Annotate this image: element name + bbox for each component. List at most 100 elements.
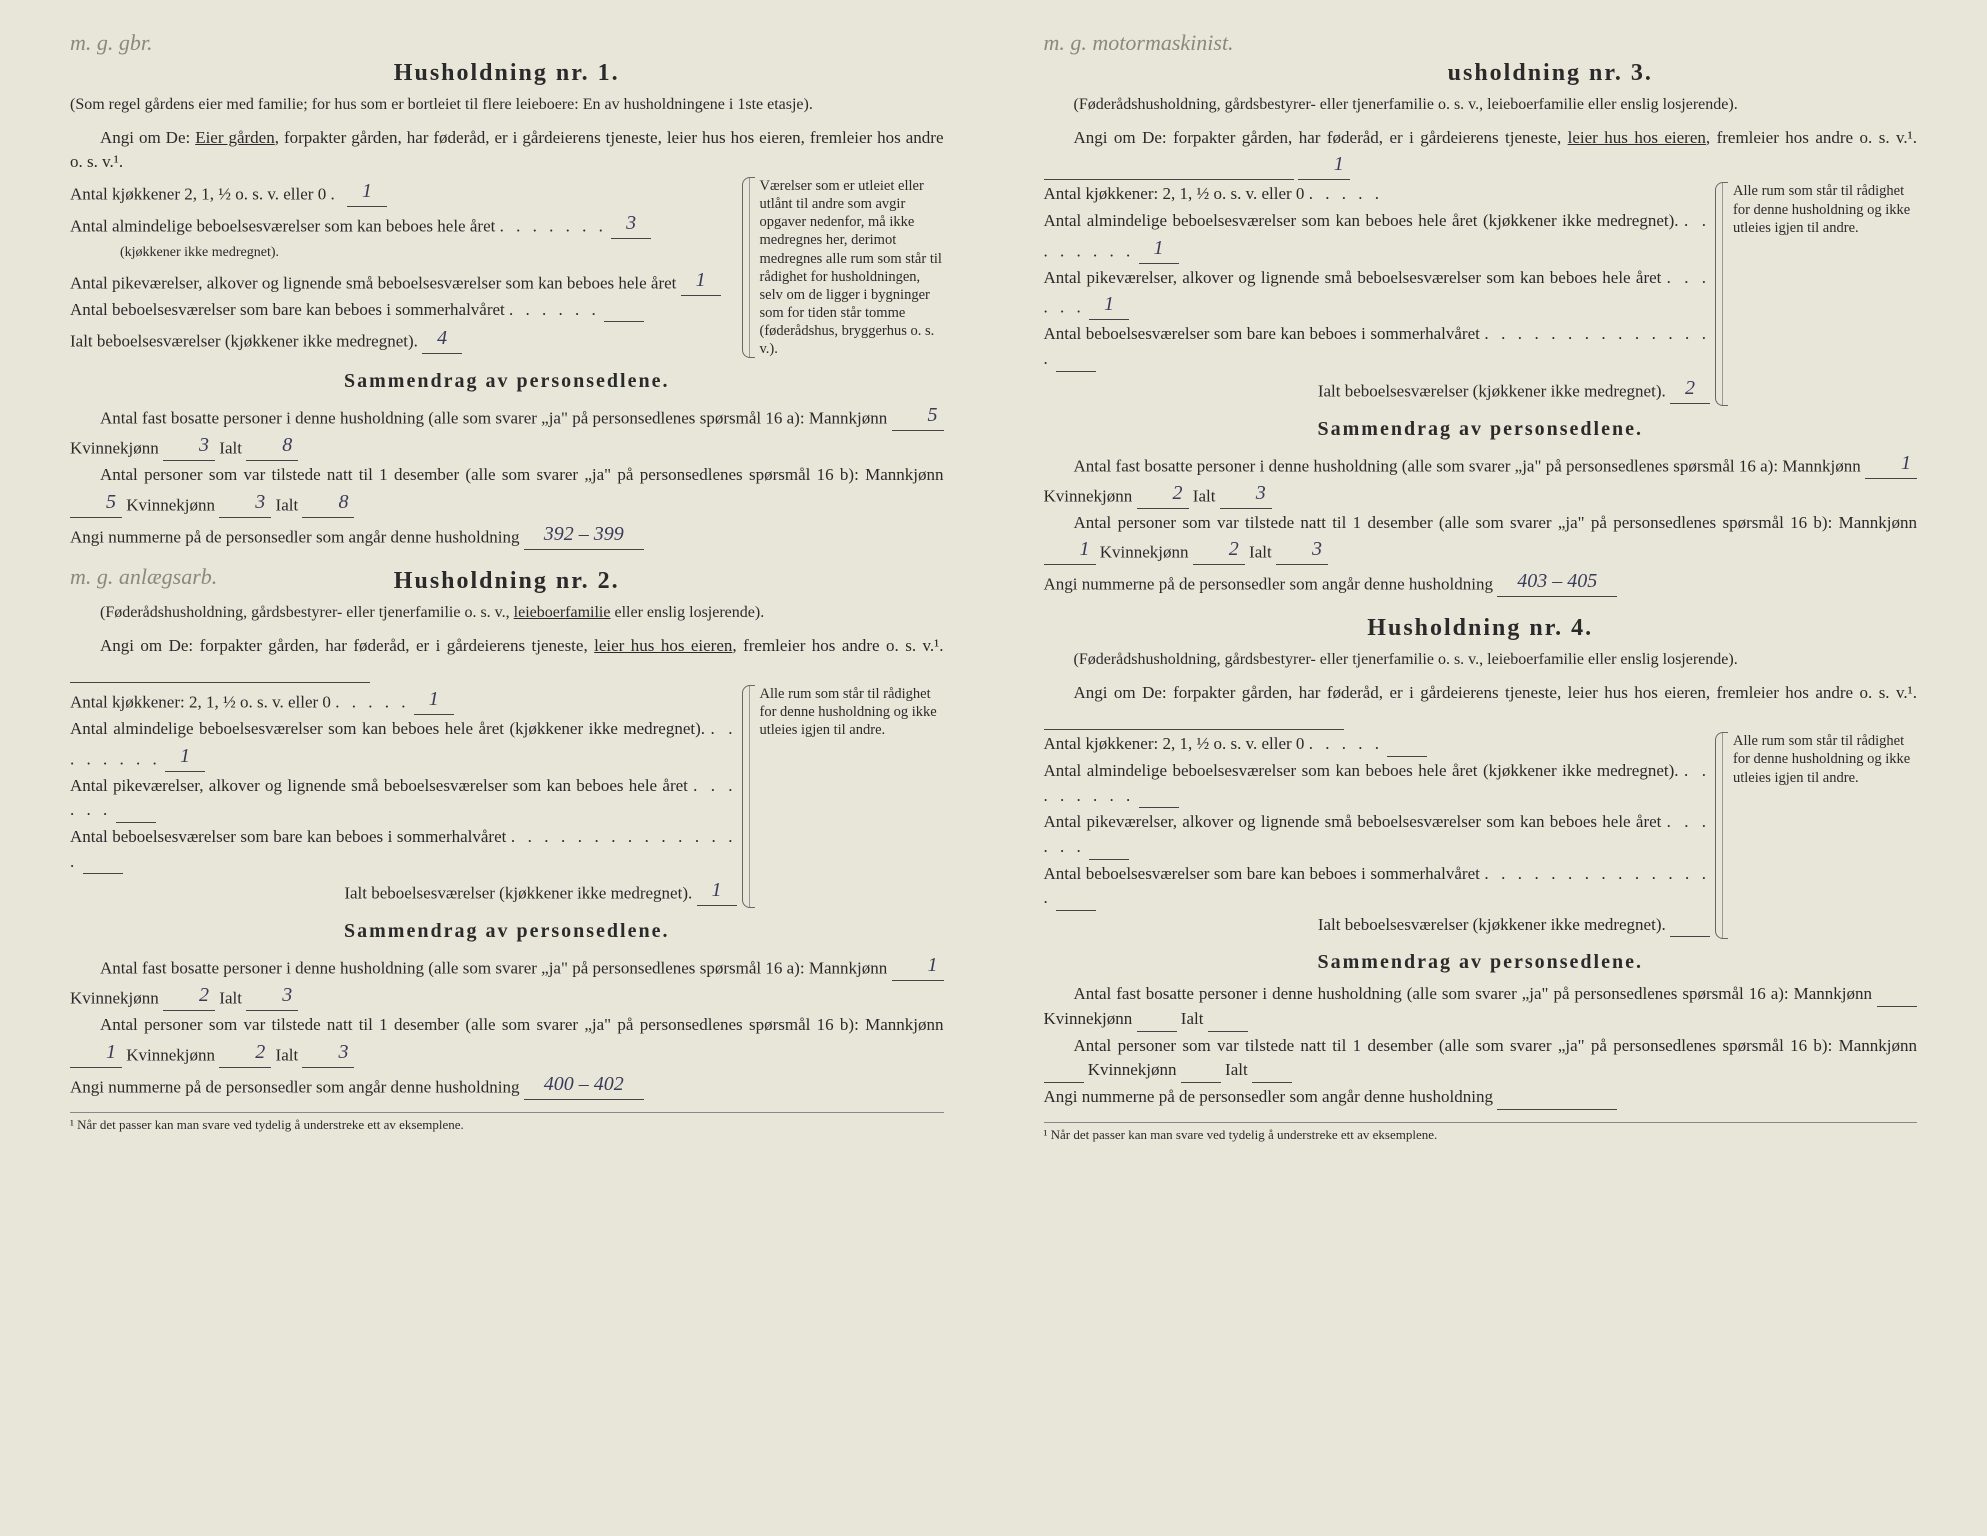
h1-ialt-val: 4	[422, 324, 462, 354]
h1-ialt-label: Ialt beboelsesværelser (kjøkkener ikke m…	[70, 332, 418, 351]
h1-s16b-m: 5	[70, 488, 122, 518]
h2-kv2: Kvinnekjønn	[126, 1045, 215, 1064]
h4-title: Husholdning nr. 4.	[1044, 615, 1918, 642]
h1-title: Husholdning nr. 1.	[70, 60, 944, 87]
h3-kjok-label: Antal kjøkkener: 2, 1, ½ o. s. v. eller …	[1044, 184, 1305, 203]
h3-s16a-i: 3	[1220, 479, 1272, 509]
household-4: Husholdning nr. 4. (Føderådshusholdning,…	[1044, 615, 1918, 1142]
h3-left-col: Antal kjøkkener: 2, 1, ½ o. s. v. eller …	[1044, 182, 1711, 405]
h3-ia1: Ialt	[1193, 486, 1216, 505]
h4-s16a-i	[1208, 1031, 1248, 1032]
h4-pike-val	[1089, 859, 1129, 860]
h3-pike-label: Antal pikeværelser, alkover og lignende …	[1044, 268, 1662, 287]
h2-ia1: Ialt	[219, 989, 242, 1008]
h4-sidenote: Alle rum som står til rådighet for denne…	[1722, 732, 1917, 939]
h4-pike-label: Antal pikeværelser, alkover og lignende …	[1044, 812, 1662, 831]
h4-kv2: Kvinnekjønn	[1088, 1060, 1177, 1079]
h4-ialt-val	[1670, 936, 1710, 937]
h4-kjok-val	[1387, 756, 1427, 757]
h3-s16b-pre: Antal personer som var tilstede natt til…	[1074, 513, 1918, 532]
h4-s16b-i	[1252, 1082, 1292, 1083]
h3-ialt-val: 2	[1670, 374, 1710, 404]
h4-ialt-label: Ialt beboelsesværelser (kjøkkener ikke m…	[1318, 915, 1666, 934]
h2-ia2: Ialt	[276, 1045, 299, 1064]
h3-angi-pre: Angi om De: forpakter gården, har føderå…	[1074, 128, 1568, 147]
h4-angi-fill	[1044, 729, 1344, 730]
h4-num-label: Angi nummerne på de personsedler som ang…	[1044, 1087, 1493, 1106]
h3-ialt-label: Ialt beboelsesværelser (kjøkkener ikke m…	[1318, 381, 1666, 400]
h3-s16a-k: 2	[1137, 479, 1189, 509]
h2-kjok-val: 1	[414, 685, 454, 715]
h2-footnote: ¹ Når det passer kan man svare ved tydel…	[70, 1112, 944, 1133]
h1-s16a-i: 8	[246, 431, 298, 461]
h1-num-val: 392 – 399	[524, 520, 644, 550]
h2-intro-pre: (Føderådshusholdning, gårdsbestyrer- ell…	[100, 604, 514, 621]
h3-s16b-k: 2	[1193, 535, 1245, 565]
h2-intro-u: leieboerfamilie	[514, 604, 611, 621]
h2-s16a-k: 2	[163, 981, 215, 1011]
h3-som-val	[1056, 371, 1096, 372]
h2-num-label: Angi nummerne på de personsedler som ang…	[70, 1077, 519, 1096]
h4-num-val	[1497, 1109, 1617, 1110]
h2-angi-u: leier hus hos eieren	[594, 636, 732, 655]
h2-s16b-i: 3	[302, 1038, 354, 1068]
h3-pike-val: 1	[1089, 290, 1129, 320]
h2-s16b-m: 1	[70, 1038, 122, 1068]
h4-sum-title: Sammendrag av personsedlene.	[1044, 951, 1918, 974]
h2-num-val: 400 – 402	[524, 1070, 644, 1100]
h3-num-label: Angi nummerne på de personsedler som ang…	[1044, 575, 1493, 594]
h2-intro: (Føderådshusholdning, gårdsbestyrer- ell…	[70, 603, 944, 624]
h1-pike-label: Antal pikeværelser, alkover og lignende …	[70, 273, 676, 292]
h4-angi-text: Angi om De: forpakter gården, har føderå…	[1074, 683, 1918, 702]
h1-angi: Angi om De: Eier gården, forpakter gårde…	[70, 126, 944, 175]
h3-som-label: Antal beboelsesværelser som bare kan beb…	[1044, 324, 1480, 343]
h2-alm-val: 1	[165, 742, 205, 772]
h2-ialt-label: Ialt beboelsesværelser (kjøkkener ikke m…	[344, 884, 692, 903]
h2-alm-label: Antal almindelige beboelsesværelser som …	[70, 719, 705, 738]
h4-kv1: Kvinnekjønn	[1044, 1009, 1133, 1028]
handwritten-note-3: m. g. motormaskinist.	[1044, 30, 1234, 56]
handwritten-note-1: m. g. gbr.	[70, 30, 153, 56]
h2-pike-val	[116, 822, 156, 823]
h2-som-val	[83, 873, 123, 874]
h1-alm-note: (kjøkkener ikke medregnet).	[70, 245, 279, 260]
h1-intro: (Som regel gårdens eier med familie; for…	[70, 95, 944, 116]
h1-left-col: Antal kjøkkener 2, 1, ½ o. s. v. eller 0…	[70, 177, 737, 358]
h2-intro-post: eller enslig losjerende).	[610, 604, 764, 621]
h4-ia2: Ialt	[1225, 1060, 1248, 1079]
h3-ia2: Ialt	[1249, 543, 1272, 562]
h1-kjok-val: 1	[347, 177, 387, 207]
h1-ialt-lbl: Ialt	[219, 439, 242, 458]
h3-num-val: 403 – 405	[1497, 567, 1617, 597]
h3-angi-fill	[1044, 179, 1294, 180]
h4-alm-label: Antal almindelige beboelsesværelser som …	[1044, 761, 1679, 780]
h1-alm-label: Antal almindelige beboelsesværelser som …	[70, 216, 495, 235]
h1-kvinne-lbl: Kvinnekjønn	[70, 439, 159, 458]
h2-left-col: Antal kjøkkener: 2, 1, ½ o. s. v. eller …	[70, 685, 737, 908]
h2-s16b-k: 2	[219, 1038, 271, 1068]
h3-sidenote: Alle rum som står til rådighet for denne…	[1722, 182, 1917, 405]
h3-alm-val: 1	[1139, 234, 1179, 264]
h1-kjok-label: Antal kjøkkener 2, 1, ½ o. s. v. eller 0	[70, 184, 326, 203]
h1-s16b-pre: Antal personer som var tilstede natt til…	[100, 465, 944, 484]
h1-s16b-k: 3	[219, 488, 271, 518]
household-1: Husholdning nr. 1. (Som regel gårdens ei…	[70, 60, 944, 550]
h4-s16b-m	[1044, 1082, 1084, 1083]
h1-sidenote: Værelser som er utleiet eller utlånt til…	[749, 177, 944, 358]
h1-alm-val: 3	[611, 209, 651, 239]
handwritten-note-2: m. g. anlægsarb.	[70, 564, 217, 590]
right-page: m. g. motormaskinist. usholdning nr. 3. …	[994, 0, 1987, 1536]
h2-angi-post: , fremleier hos andre o. s. v.¹.	[732, 636, 943, 655]
h1-s16b-i: 8	[302, 488, 354, 518]
household-2: Husholdning nr. 2. (Føderådshusholdning,…	[70, 568, 944, 1133]
h3-angi-fill2: 1	[1298, 150, 1350, 180]
h2-angi-fill	[70, 682, 370, 683]
h2-sum-title: Sammendrag av personsedlene.	[70, 920, 944, 943]
h3-sum-title: Sammendrag av personsedlene.	[1044, 418, 1918, 441]
h2-s16a-m: 1	[892, 951, 944, 981]
h1-angi-underline: Eier gården	[195, 128, 275, 147]
h1-s16a-m: 5	[892, 401, 944, 431]
h1-sum-title: Sammendrag av personsedlene.	[70, 370, 944, 393]
h1-kvinne-lbl2: Kvinnekjønn	[126, 495, 215, 514]
left-page: m. g. gbr. Husholdning nr. 1. (Som regel…	[0, 0, 994, 1536]
